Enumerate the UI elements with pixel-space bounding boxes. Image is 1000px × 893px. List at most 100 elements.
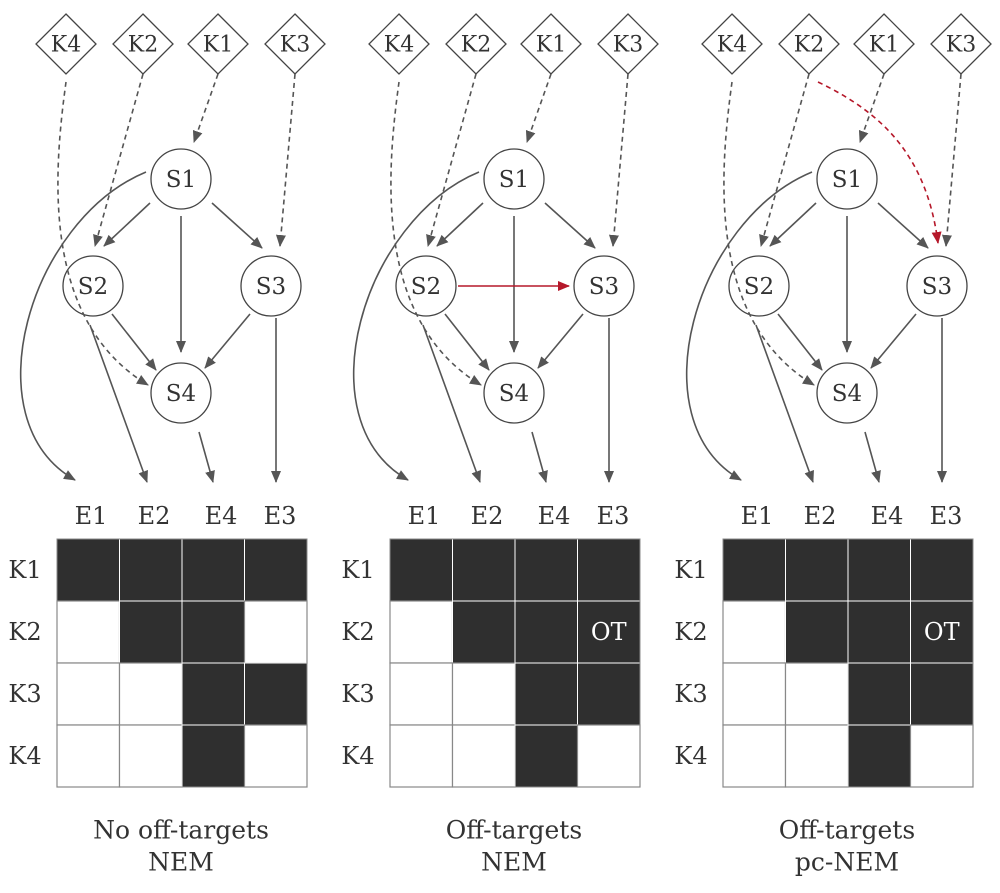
matrix-cell-k1-e3 xyxy=(910,538,974,602)
matrix-row-label: K1 xyxy=(8,556,41,584)
effect-column-label: E4 xyxy=(871,502,904,530)
panel-3: K4 K2 K1 K3 S1 S2 S3 S4 E1 E2 E4 E3 K1 K2 K3 K4 OT Off-ta… xyxy=(674,13,992,877)
edge-k2-s2 xyxy=(93,73,144,247)
signal-node-s3 xyxy=(573,255,635,317)
effect-column-label: E3 xyxy=(264,502,297,530)
matrix-cell-k3-e4 xyxy=(181,662,245,726)
effect-column-label: E4 xyxy=(538,502,571,530)
matrix-row-label: K3 xyxy=(341,680,374,708)
matrix-cell-k1-e3 xyxy=(244,538,308,602)
signal-node-s2 xyxy=(62,255,124,317)
matrix-cell-k2-e1 xyxy=(56,600,121,664)
knockdown-label: K1 xyxy=(536,33,566,58)
signal-node-s1 xyxy=(816,148,878,210)
edge-k3-s3 xyxy=(275,73,296,247)
knockdown-label: K2 xyxy=(794,33,824,58)
signal-node-s2 xyxy=(728,255,790,317)
matrix-row-label: K3 xyxy=(8,680,41,708)
matrix-cell-k1-e4 xyxy=(847,538,911,602)
matrix-cell-k4-e3 xyxy=(909,724,974,788)
panel-caption-line1: Off-targets xyxy=(779,816,915,845)
matrix-cell-k3-e4 xyxy=(847,662,911,726)
knockdown-label: K3 xyxy=(946,33,976,58)
edge-k2-s2 xyxy=(759,73,810,247)
edge-s2-s4 xyxy=(444,313,490,371)
matrix-cell-k1-e4 xyxy=(181,538,245,602)
edge-s1-s2 xyxy=(436,202,484,247)
matrix-cell-k1-e2 xyxy=(119,538,183,602)
knockdown-diamond-k4 xyxy=(35,13,97,75)
matrix-cell-k4-e4 xyxy=(514,724,578,788)
effect-column-label: E3 xyxy=(597,502,630,530)
edge-k4-s4 xyxy=(723,81,815,386)
edge-k1-s1 xyxy=(858,73,885,143)
signal-label: S4 xyxy=(499,381,529,407)
edge-s1-s3 xyxy=(544,202,596,249)
matrix-cell-k1-e2 xyxy=(785,538,849,602)
signal-label: S4 xyxy=(832,381,862,407)
edge-k4-s4 xyxy=(390,81,482,386)
effect-column-label: E3 xyxy=(930,502,963,530)
matrix-cell-k3-e3 xyxy=(910,662,974,726)
signal-label: S2 xyxy=(78,274,108,300)
edge-k1-s1 xyxy=(192,73,219,143)
matrix-cell-k3-e1 xyxy=(56,662,121,726)
matrix-cell-k3-e2 xyxy=(451,662,516,726)
signal-label: S3 xyxy=(589,274,619,300)
signal-label: S1 xyxy=(166,167,196,193)
signal-label: S2 xyxy=(744,274,774,300)
matrix-row-label: K2 xyxy=(341,618,374,646)
edge-s1-e1 xyxy=(19,171,147,481)
matrix-cell-k3-e4 xyxy=(514,662,578,726)
edge-s3-s4 xyxy=(204,313,251,369)
matrix-cell-k4-e1 xyxy=(389,724,454,788)
edge-k3-s3 xyxy=(941,73,962,247)
matrix-cell-k3-e3 xyxy=(244,662,308,726)
effect-column-label: E2 xyxy=(804,502,837,530)
edge-s2-e2 xyxy=(422,324,481,483)
matrix-cell-k4-e4 xyxy=(181,724,245,788)
signal-node-s1 xyxy=(150,148,212,210)
panel-caption-line1: Off-targets xyxy=(446,816,582,845)
matrix-cell-k3-e3 xyxy=(577,662,641,726)
matrix-cell-k2-e1 xyxy=(389,600,454,664)
edge-s2-s4 xyxy=(777,313,823,371)
edge-s3-s4 xyxy=(870,313,917,369)
edge-k3-s3 xyxy=(608,73,629,247)
matrix-cell-k4-e2 xyxy=(784,724,849,788)
matrix-cell-k2-e1 xyxy=(722,600,787,664)
knockdown-label: K4 xyxy=(384,33,414,58)
matrix-cell-k2-e3 xyxy=(243,600,308,664)
edge-k2-s2 xyxy=(426,73,477,247)
effect-column-label: E2 xyxy=(471,502,504,530)
matrix-cell-k2-e2 xyxy=(785,600,849,664)
matrix-cell-k2-e4 xyxy=(181,600,245,664)
knockdown-label: K2 xyxy=(461,33,491,58)
edge-s4-e4 xyxy=(198,431,215,483)
matrix-cell-k1-e1 xyxy=(722,538,786,602)
matrix-cell-k2-e4 xyxy=(514,600,578,664)
effect-column-label: E4 xyxy=(205,502,238,530)
matrix-cell-k1-e3 xyxy=(577,538,641,602)
matrix-border xyxy=(389,538,641,788)
signal-node-s4 xyxy=(816,362,878,424)
matrix-cell-k3-e1 xyxy=(722,662,787,726)
matrix-cell-k3-e2 xyxy=(118,662,183,726)
signal-label: S1 xyxy=(832,167,862,193)
matrix-row-label: K3 xyxy=(674,680,707,708)
matrix-cell-k3-e2 xyxy=(784,662,849,726)
signal-label: S4 xyxy=(166,381,196,407)
matrix-cell-k4-e1 xyxy=(722,724,787,788)
matrix-cell-k4-e4 xyxy=(847,724,911,788)
edge-s1-s2 xyxy=(103,202,151,247)
signal-node-s2 xyxy=(395,255,457,317)
matrix-cell-k1-e1 xyxy=(389,538,453,602)
matrix-border xyxy=(722,538,974,788)
matrix-row-label: K1 xyxy=(674,556,707,584)
edge-s1-s3 xyxy=(211,202,263,249)
knockdown-label: K2 xyxy=(128,33,158,58)
edge-k4-s4 xyxy=(57,81,149,386)
matrix-row-label: K4 xyxy=(341,742,374,770)
